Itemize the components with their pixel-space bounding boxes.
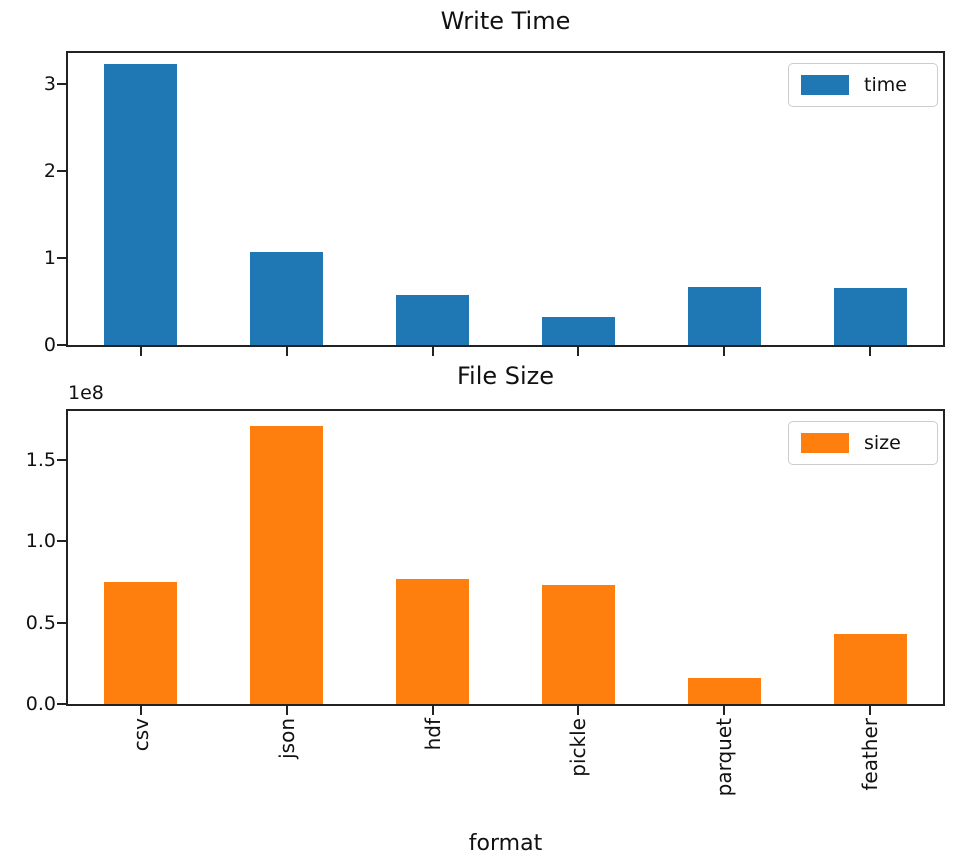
legend-swatch-size — [801, 433, 849, 453]
chart-title-file-size: File Size — [456, 362, 555, 390]
y-axis-offset-label: 1e8 — [68, 382, 104, 404]
x-tick-mark-pickle — [577, 347, 580, 356]
legend-write-time: time — [788, 63, 938, 107]
x-tick-mark-parquet — [723, 347, 726, 356]
plot-area-write-time: time 0 1 2 3 — [44, 51, 945, 356]
y-tick-label: 3 — [43, 73, 56, 96]
bar-feather — [833, 287, 907, 345]
x-tick-mark-json — [285, 347, 288, 356]
chart-title-write-time: Write Time — [440, 7, 571, 35]
y-tick-label: 0 — [43, 334, 56, 356]
bar-json — [250, 252, 324, 345]
y-tick-mark — [57, 458, 66, 461]
legend-label-time: time — [864, 74, 907, 96]
y-tick-label: 2 — [43, 160, 56, 183]
y-tick-mark — [57, 540, 66, 543]
x-tick-mark-feather — [869, 706, 872, 715]
y-tick-label: 1.5 — [25, 448, 56, 471]
bar-feather — [833, 634, 907, 704]
y-tick-mark — [57, 83, 66, 86]
y-tick-mark — [57, 257, 66, 260]
bar-json — [250, 425, 324, 704]
x-tick-mark-feather — [869, 347, 872, 356]
x-axis-label-format: format — [468, 831, 543, 856]
bar-csv — [104, 64, 178, 345]
x-tick-mark-hdf — [431, 347, 434, 356]
legend-file-size: size — [788, 421, 938, 465]
x-tick-mark-csv — [139, 706, 142, 715]
x-tick-mark-csv — [139, 347, 142, 356]
bar-parquet — [687, 286, 761, 345]
bar-pickle — [541, 585, 615, 704]
bar-hdf — [396, 578, 470, 704]
legend-label-size: size — [864, 432, 901, 454]
x-tick-mark-json — [285, 706, 288, 715]
bar-parquet — [687, 677, 761, 704]
y-tick-label: 1.0 — [25, 530, 56, 553]
x-tick-mark-pickle — [577, 706, 580, 715]
y-tick-label: 0.0 — [25, 693, 56, 715]
x-tick-mark-hdf — [431, 706, 434, 715]
y-tick-mark — [57, 170, 66, 173]
plot-area-file-size: size csv json hdf pickle parquet feather 0.0 0.… — [26, 409, 945, 796]
y-tick-mark — [57, 344, 66, 346]
y-tick-label: 1 — [43, 247, 56, 270]
legend-swatch-time — [801, 75, 849, 95]
bar-pickle — [541, 317, 615, 345]
x-tick-mark-parquet — [723, 706, 726, 715]
y-tick-mark — [57, 621, 66, 624]
bar-hdf — [396, 294, 470, 345]
bar-csv — [104, 581, 178, 704]
y-tick-label: 0.5 — [25, 611, 56, 634]
y-tick-mark — [57, 703, 66, 705]
